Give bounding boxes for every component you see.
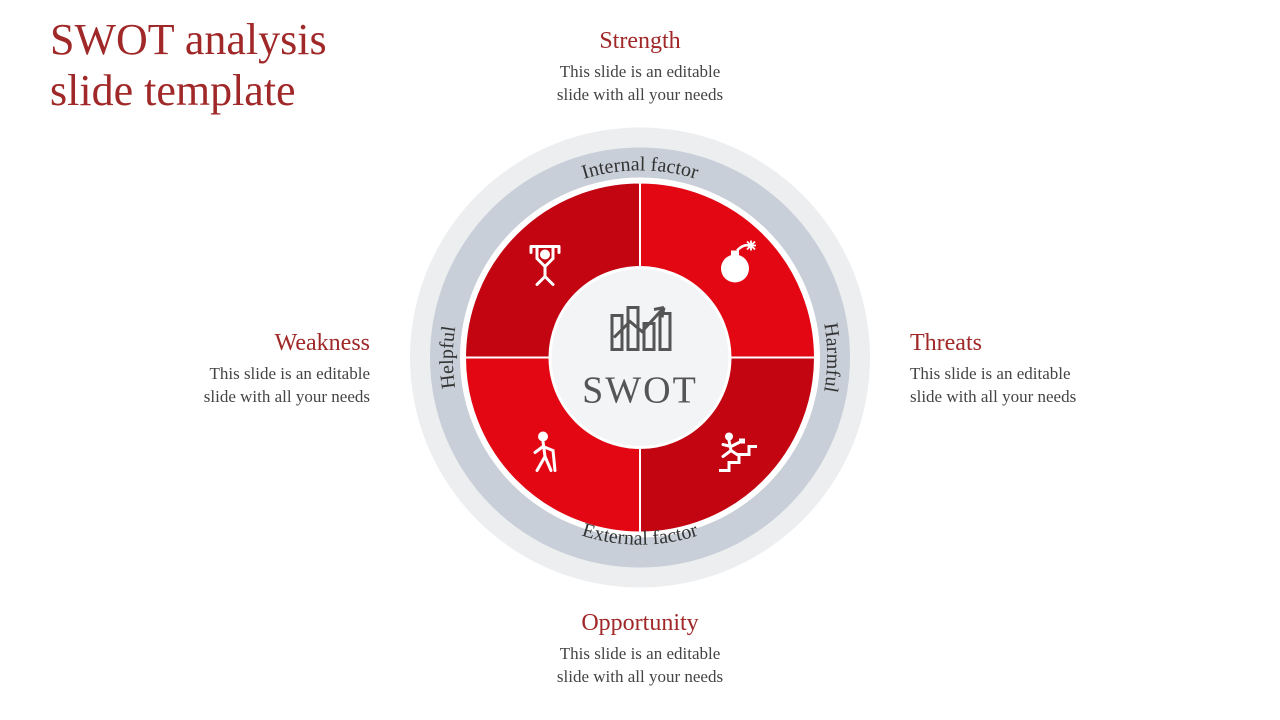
- threats-title: Threats: [910, 330, 1170, 357]
- opportunity-desc: This slide is an editableslide with all …: [480, 643, 800, 689]
- svg-text:SWOT: SWOT: [582, 370, 698, 412]
- weakness-title: Weakness: [110, 330, 370, 357]
- threats-block: Threats This slide is an editableslide w…: [910, 330, 1170, 409]
- swot-wheel: Internal factorExternal factorHelpfulHar…: [380, 98, 900, 623]
- weakness-desc: This slide is an editableslide with all …: [110, 363, 370, 409]
- slide-title: SWOT analysisslide template: [50, 15, 327, 116]
- svg-text:Harmful: Harmful: [819, 321, 844, 394]
- strength-title: Strength: [480, 28, 800, 55]
- weakness-block: Weakness This slide is an editableslide …: [110, 330, 370, 409]
- svg-text:Helpful: Helpful: [436, 324, 461, 390]
- strength-block: Strength This slide is an editableslide …: [480, 28, 800, 107]
- threats-desc: This slide is an editableslide with all …: [910, 363, 1170, 409]
